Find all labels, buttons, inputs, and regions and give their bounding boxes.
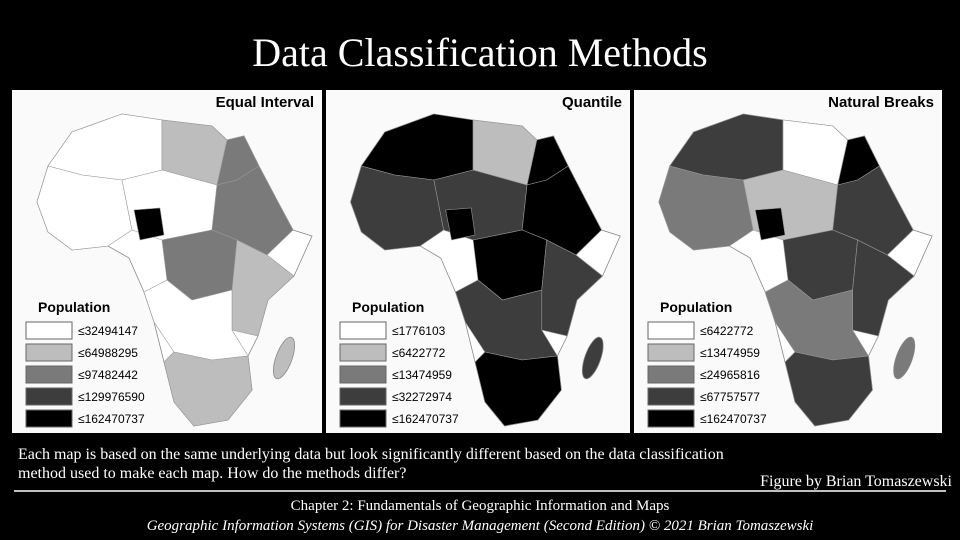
legend-label: ≤97482442 [78, 368, 138, 382]
legend-swatch [25, 343, 73, 362]
africa-map [350, 113, 621, 427]
map-title: Equal Interval [216, 94, 314, 111]
footer-chapter: Chapter 2: Fundamentals of Geographic In… [291, 498, 670, 514]
legend-label: ≤6422772 [700, 324, 754, 338]
madagascar [272, 336, 296, 380]
map-region [133, 207, 165, 241]
legend-swatch [339, 409, 387, 428]
legend-title: Population [38, 299, 110, 315]
legend-label: ≤67757577 [700, 390, 760, 404]
legend-label: ≤32272974 [392, 390, 452, 404]
legend-label: ≤129976590 [78, 390, 145, 404]
map-region [474, 351, 562, 427]
caption-line: method used to make each map. How do the… [18, 465, 406, 482]
legend-label: ≤32494147 [78, 324, 138, 338]
legend-label: ≤13474959 [392, 368, 452, 382]
legend-label: ≤1776103 [392, 324, 446, 338]
legend-title: Population [352, 299, 424, 315]
legend-label: ≤162470737 [392, 412, 459, 426]
figure-credit: Figure by Brian Tomaszewski [760, 473, 952, 490]
map-panel: Equal Interval Population ≤32494147 ≤649882… [12, 90, 322, 433]
map-region [445, 207, 476, 241]
madagascar [893, 336, 916, 380]
legend-swatch [647, 321, 695, 340]
legend-swatch [25, 321, 73, 340]
map-title: Natural Breaks [828, 94, 934, 111]
legend-swatch [339, 321, 387, 340]
legend-label: ≤13474959 [700, 346, 760, 360]
footer-book: Geographic Information Systems (GIS) for… [147, 518, 814, 534]
legend-swatch [647, 365, 695, 384]
legend-swatch [647, 409, 695, 428]
map-region [784, 351, 873, 427]
slide-title: Data Classification Methods [252, 30, 707, 75]
legend-swatch [25, 387, 73, 406]
africa-map [658, 113, 933, 427]
legend-swatch [339, 387, 387, 406]
map-panel: Natural Breaks Population ≤6422772 ≤1347495… [634, 90, 942, 433]
map-region [754, 207, 786, 241]
legend-label: ≤64988295 [78, 346, 138, 360]
legend-label: ≤162470737 [700, 412, 767, 426]
map-region [163, 351, 253, 427]
legend-label: ≤24965816 [700, 368, 760, 382]
legend-label: ≤6422772 [392, 346, 446, 360]
legend-swatch [25, 409, 73, 428]
map-panel: Quantile Population ≤1776103 ≤6422772 ≤13474… [326, 90, 630, 433]
map-panels: Equal Interval Population ≤32494147 ≤649882… [12, 90, 942, 433]
legend-swatch [647, 343, 695, 362]
caption-line: Each map is based on the same underlying… [18, 446, 724, 463]
legend-swatch [339, 343, 387, 362]
legend-swatch [339, 365, 387, 384]
legend-label: ≤162470737 [78, 412, 145, 426]
legend-title: Population [660, 299, 732, 315]
madagascar [581, 336, 604, 380]
map-title: Quantile [562, 94, 622, 111]
africa-map [36, 113, 313, 427]
legend-swatch [25, 365, 73, 384]
legend-swatch [647, 387, 695, 406]
